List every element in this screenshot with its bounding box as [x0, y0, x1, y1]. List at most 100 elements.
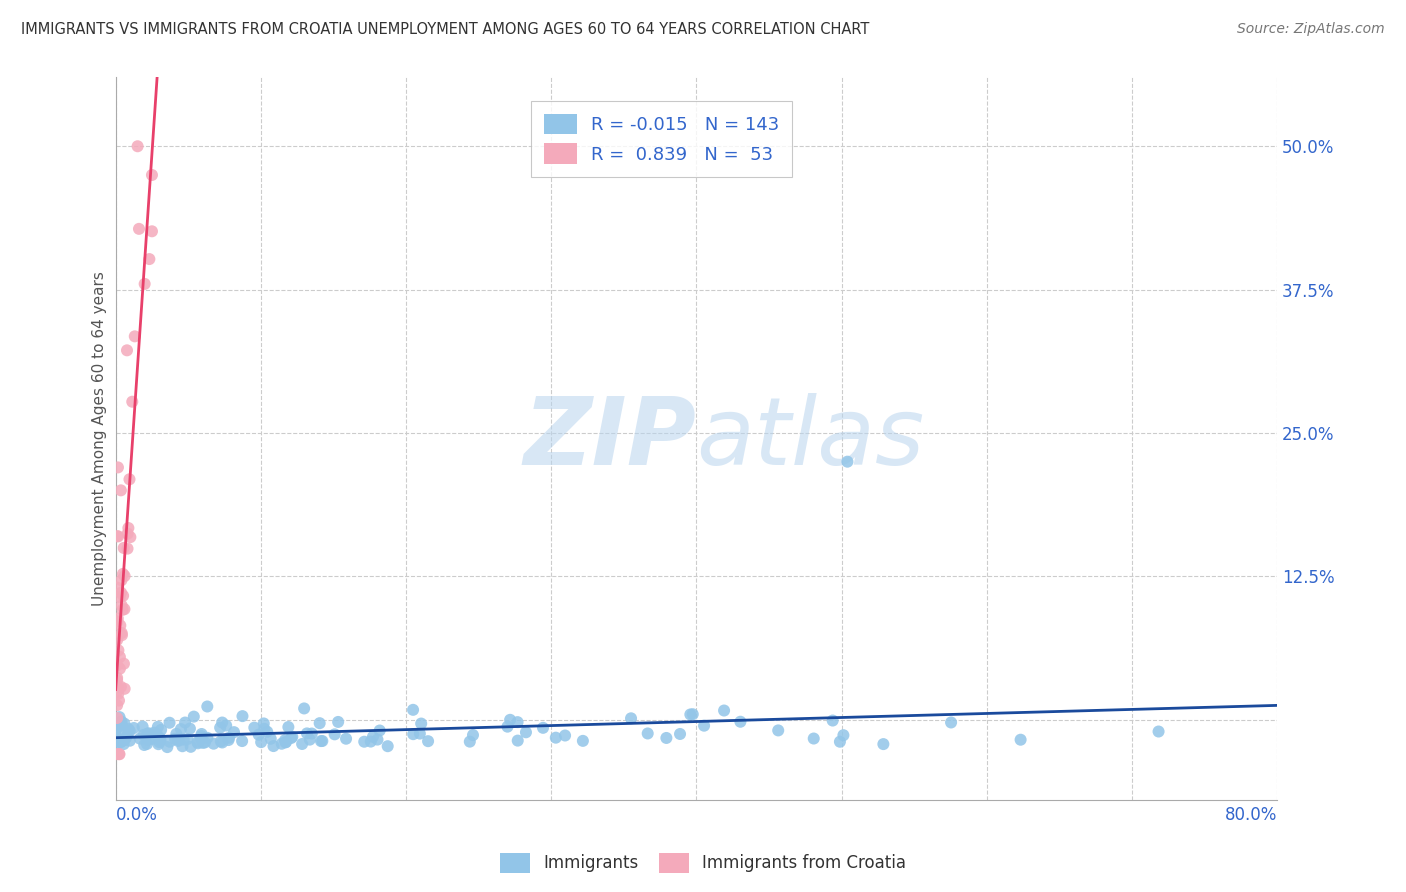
Point	[209, 721, 232, 735]
Point	[136, 727, 159, 741]
Point	[187, 736, 209, 750]
Point	[150, 723, 173, 737]
Point	[572, 734, 595, 748]
Text: ZIP: ZIP	[523, 392, 696, 484]
Point	[142, 731, 165, 746]
Point	[186, 735, 208, 749]
Point	[111, 724, 134, 739]
Point	[766, 723, 789, 738]
Point	[136, 737, 159, 751]
Point	[243, 721, 266, 735]
Point	[110, 483, 132, 498]
Point	[108, 734, 131, 748]
Point	[231, 734, 253, 748]
Point	[499, 713, 522, 727]
Point	[148, 737, 170, 751]
Point	[134, 738, 156, 752]
Point	[112, 657, 135, 671]
Point	[148, 735, 170, 749]
Point	[416, 734, 439, 748]
Point	[105, 633, 128, 648]
Point	[176, 732, 198, 747]
Point	[131, 720, 153, 734]
Point	[280, 731, 302, 745]
Point	[104, 722, 127, 736]
Point	[669, 727, 692, 741]
Point	[531, 721, 554, 735]
Text: 80.0%: 80.0%	[1225, 805, 1277, 824]
Point	[274, 733, 297, 747]
Point	[215, 718, 238, 732]
Point	[211, 715, 233, 730]
Point	[128, 731, 150, 746]
Point	[111, 599, 134, 613]
Point	[174, 715, 197, 730]
Point	[190, 731, 212, 746]
Point	[105, 698, 128, 713]
Point	[308, 716, 330, 731]
Point	[118, 723, 141, 738]
Point	[120, 530, 142, 544]
Point	[111, 628, 134, 642]
Point	[107, 611, 129, 625]
Point	[105, 673, 128, 688]
Point	[461, 728, 484, 742]
Point	[194, 735, 217, 749]
Point	[107, 687, 129, 701]
Point	[872, 737, 894, 751]
Point	[180, 739, 202, 754]
Point	[107, 736, 129, 750]
Point	[231, 709, 253, 723]
Point	[167, 734, 190, 748]
Point	[515, 725, 537, 739]
Point	[114, 602, 136, 616]
Point	[111, 566, 134, 581]
Point	[104, 723, 127, 737]
Point	[104, 731, 127, 746]
Point	[506, 715, 529, 730]
Point	[110, 573, 132, 587]
Point	[281, 730, 304, 744]
Point	[141, 224, 163, 238]
Point	[117, 521, 139, 535]
Point	[117, 541, 139, 556]
Point	[121, 394, 143, 409]
Point	[554, 729, 576, 743]
Point	[110, 618, 132, 632]
Point	[679, 707, 702, 722]
Y-axis label: Unemployment Among Ages 60 to 64 years: Unemployment Among Ages 60 to 64 years	[93, 271, 107, 607]
Text: Source: ZipAtlas.com: Source: ZipAtlas.com	[1237, 22, 1385, 37]
Point	[108, 734, 131, 748]
Point	[105, 720, 128, 734]
Point	[108, 693, 131, 707]
Point	[620, 711, 643, 725]
Point	[105, 731, 128, 745]
Point	[361, 730, 384, 744]
Point	[114, 681, 136, 696]
Point	[295, 726, 318, 740]
Point	[146, 720, 169, 734]
Point	[117, 722, 139, 736]
Point	[107, 643, 129, 657]
Point	[117, 728, 139, 742]
Point	[409, 726, 432, 740]
Point	[112, 733, 135, 747]
Point	[108, 734, 131, 748]
Point	[335, 731, 357, 746]
Point	[377, 739, 399, 754]
Point	[105, 581, 128, 595]
Point	[138, 252, 160, 266]
Point	[159, 735, 181, 749]
Point	[263, 739, 285, 753]
Point	[118, 733, 141, 747]
Point	[111, 718, 134, 732]
Point	[110, 735, 132, 749]
Point	[637, 726, 659, 740]
Point	[832, 728, 855, 742]
Legend: Immigrants, Immigrants from Croatia: Immigrants, Immigrants from Croatia	[494, 847, 912, 880]
Point	[108, 747, 131, 761]
Point	[136, 726, 159, 740]
Point	[256, 724, 278, 739]
Point	[111, 626, 134, 640]
Point	[366, 732, 388, 747]
